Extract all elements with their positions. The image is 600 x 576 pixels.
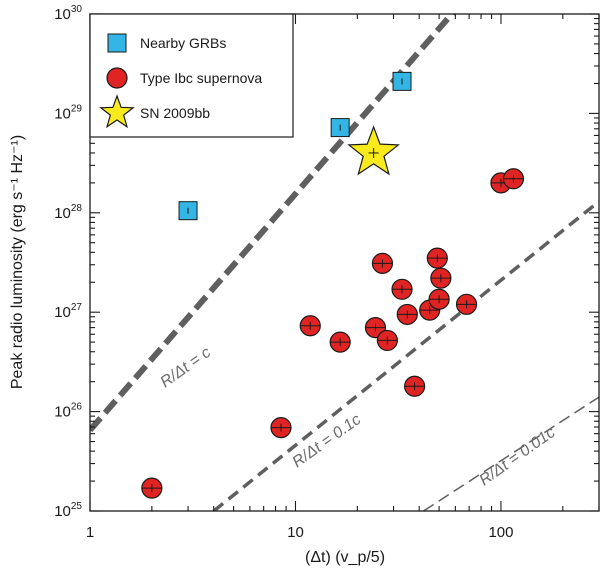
legend: Nearby GRBs Type Ibc supernova SN 2009bb [89,13,294,138]
legend-star-symbol [99,94,135,129]
x-tick-label: 100 [488,524,513,541]
y-tick-label: 1025 [54,501,82,520]
data-point [371,252,394,274]
legend-entry: Nearby GRBs [107,33,226,53]
y-tick-label: 1026 [54,402,82,421]
data-point [455,293,478,315]
y-tick-label: 1030 [54,4,82,23]
legend-entry: Type Ibc supernova [106,67,262,89]
line-label-0.01c: R/Δt = 0.01c [476,424,558,489]
y-axis-title: Peak radio luminosity (erg s⁻¹ Hz⁻¹) [9,135,26,389]
data-point [428,288,450,310]
x-tick-label: 1 [86,524,94,541]
data-point [404,375,426,397]
data-point [396,303,418,326]
data-point [299,315,321,337]
axis-ticks: 1 10 100 1025 1026 1027 1028 1029 1030 [54,4,600,541]
reference-line [212,200,599,511]
data-point [430,267,452,289]
data-point [347,125,400,176]
y-tick-label: 1027 [54,302,82,321]
data-point [391,278,413,300]
data-markers [141,71,525,499]
line-label-c: R/Δt = c [157,344,214,391]
data-point [329,331,351,353]
legend-label: Type Ibc supernova [140,70,262,86]
data-point [270,417,292,439]
data-point [178,201,198,221]
data-point [376,329,398,352]
legend-circle-symbol [106,67,128,89]
x-tick-label: 10 [287,524,304,541]
legend-entry: SN 2009bb [99,94,210,129]
data-point [502,168,525,190]
x-axis-title: (Δt) (v_p/5) [305,549,385,566]
data-point [330,118,350,138]
legend-square-symbol [107,33,127,53]
legend-label: Nearby GRBs [140,35,226,51]
line-label-0.1c: R/Δt = 0.1c [289,411,364,471]
plot-frame [89,13,600,512]
y-tick-label: 1029 [54,103,82,122]
legend-label: SN 2009bb [140,105,210,121]
y-tick-label: 1028 [54,203,82,222]
data-point [392,71,412,91]
data-point [426,247,448,269]
data-point [141,477,163,499]
